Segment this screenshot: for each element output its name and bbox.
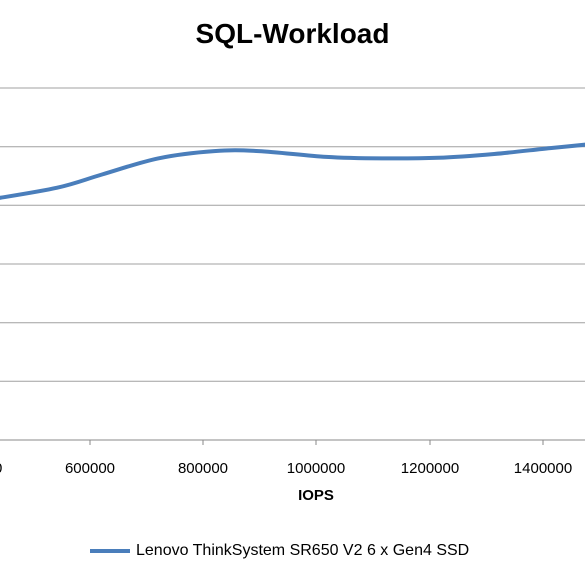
chart-title: SQL-Workload [195, 18, 390, 49]
x-tick-label: 1200000 [401, 460, 459, 477]
series-line [0, 142, 585, 200]
legend-swatch [90, 549, 130, 553]
x-tick-label: 600000 [65, 460, 115, 477]
x-axis-title: IOPS [298, 487, 334, 504]
x-tick-label: 0 [0, 460, 2, 477]
x-tick-label: 1000000 [287, 460, 345, 477]
chart-legend: Lenovo ThinkSystem SR650 V2 6 x Gen4 SSD [90, 541, 469, 561]
legend-series-label: Lenovo ThinkSystem SR650 V2 6 x Gen4 SSD [136, 542, 470, 559]
x-tick-label: 800000 [178, 460, 228, 477]
x-tick-label: 1400000 [514, 460, 572, 477]
